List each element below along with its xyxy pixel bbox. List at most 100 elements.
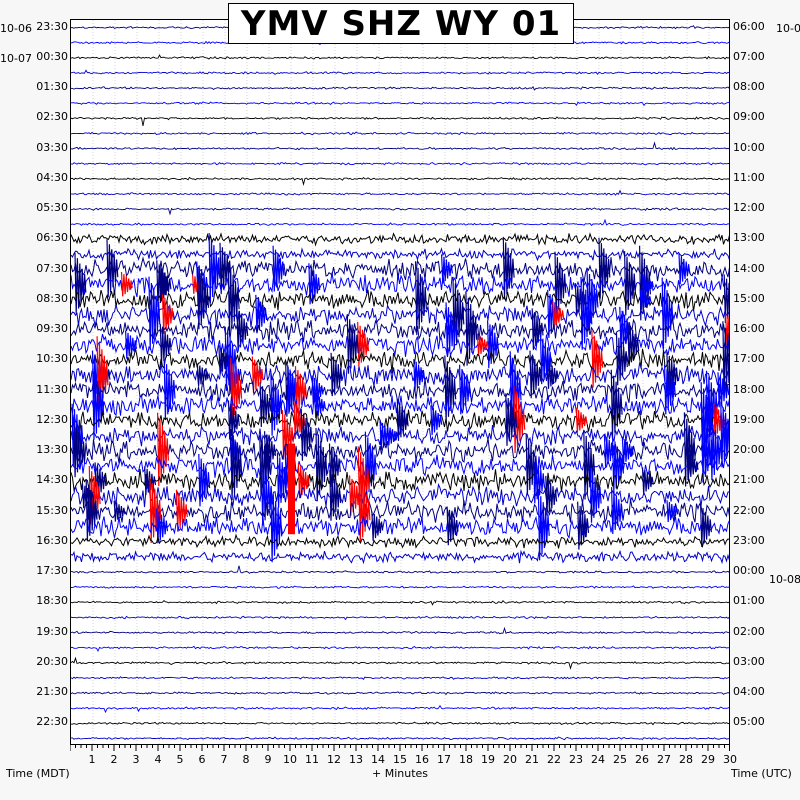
title-box: YMV SHZ WY 01 [228,3,574,44]
trace-burst [96,336,109,412]
trace-burst [415,261,427,336]
trace-row [71,317,729,343]
trace-burst [358,477,371,544]
trace-row [71,161,729,166]
x-tick-label: 26 [635,753,649,766]
left-next-date: 10-07 [0,52,32,65]
right-time-label: 00:00 [733,564,765,578]
trace-burst [113,500,126,522]
right-next-date: 10-08 [769,573,800,586]
trace-burst [476,333,489,356]
trace-burst [106,239,119,298]
trace-burst [270,487,283,563]
x-tick-label: 2 [110,753,118,766]
seismic-traces [71,20,729,744]
left-time-label: 01:30 [36,80,68,94]
left-time-label: 21:30 [36,685,68,699]
x-tick-label: 19 [481,753,495,766]
right-time-label: 15:00 [733,291,765,305]
x-tick-label: 15 [393,753,407,766]
trace-burst [163,358,176,420]
trace-burst [175,489,188,532]
trace-burst [230,429,243,501]
left-time-label: 00:30 [36,49,68,63]
trace-burst [683,412,696,487]
right-time-label: 16:00 [733,322,765,336]
trace-burst [598,237,611,299]
trace-burst [156,508,169,544]
trace-burst [589,467,602,523]
trace-burst [328,443,341,488]
x-tick-label: 10 [283,753,297,766]
trace-row [71,361,729,387]
trace-burst [251,356,264,393]
trace-row [71,515,729,540]
trace-burst [678,253,691,285]
left-time-label: 16:30 [36,533,68,547]
right-time-label: 21:00 [733,473,765,487]
left-time-label: 03:30 [36,140,68,154]
right-time-label: 07:00 [733,49,765,63]
trace-row [71,676,729,680]
trace-burst [159,323,172,365]
trace-row [71,615,729,621]
trace-burst [441,254,453,284]
x-tick-label: 11 [305,753,319,766]
trace-row [71,303,729,328]
trace-burst [554,251,567,315]
x-tick-label: 4 [154,753,162,766]
right-time-label: 13:00 [733,231,765,245]
trace-burst [329,469,342,521]
trace-row [71,585,729,589]
trace-row [71,86,729,91]
trace-burst [236,306,249,352]
trace-row [71,131,729,136]
left-time-label: 23:30 [36,19,68,33]
x-tick-label: 1 [88,753,96,766]
trace-burst [346,314,359,374]
x-tick-label: 14 [371,753,385,766]
trace-row [71,101,729,107]
trace-row [71,424,729,449]
left-time-label: 14:30 [36,473,68,487]
trace-burst [74,252,87,314]
trace-burst [315,427,328,502]
trace-burst [379,420,392,451]
trace-burst [624,251,636,316]
trace-burst [294,366,307,414]
trace-burst [85,479,98,542]
trace-row [71,272,729,298]
x-tick-label: 12 [327,753,341,766]
trace-burst [161,294,174,334]
right-time-label: 02:00 [733,624,765,638]
trace-burst [120,271,133,297]
trace-burst [661,277,674,350]
trace-burst [357,446,370,514]
x-tick-label: 7 [220,753,228,766]
trace-burst [445,302,458,356]
left-time-label: 02:30 [36,110,68,124]
trace-burst [700,504,712,548]
trace-burst [725,314,729,345]
x-tick-label: 21 [525,753,539,766]
trace-burst [259,382,272,428]
left-time-label: 17:30 [36,564,68,578]
trace-row [71,288,729,313]
x-tick-label: 29 [701,753,715,766]
trace-burst [197,267,210,330]
trace-burst [533,457,545,504]
right-time-label: 03:00 [733,654,765,668]
trace-row [71,499,729,524]
trace-burst [255,294,268,334]
left-time-label: 04:30 [36,170,68,184]
trace-burst [723,415,729,455]
large-event-marker [288,443,295,535]
trace-burst [525,434,538,496]
trace-burst [208,232,221,304]
trace-row [71,454,729,478]
trace-burst [580,276,593,350]
x-tick-label: 18 [459,753,473,766]
trace-row [71,116,729,126]
left-axis-title: Time (MDT) [6,767,70,780]
trace-row [71,626,729,635]
